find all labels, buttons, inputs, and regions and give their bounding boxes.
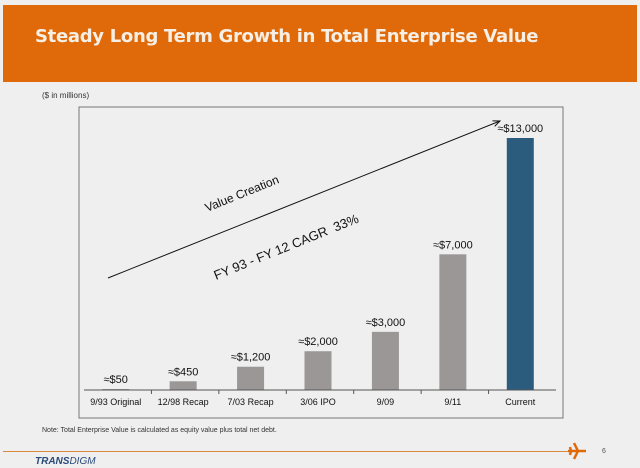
footnote: Note: Total Enterprise Value is calculat… xyxy=(42,427,277,434)
bar-9-09 xyxy=(371,331,399,390)
bar-12-98-recap xyxy=(169,381,197,390)
slide-title: Steady Long Term Growth in Total Enterpr… xyxy=(35,26,539,47)
page-number: 6 xyxy=(602,448,606,455)
x-tick-label: Current xyxy=(505,397,536,407)
x-tick-label: 7/03 Recap xyxy=(228,397,274,407)
bar-9-11 xyxy=(439,254,467,390)
value-creation-arrow xyxy=(107,121,500,279)
x-tick-label: 3/06 IPO xyxy=(300,397,336,407)
airplane-icon xyxy=(568,442,586,460)
units-note: ($ in millions) xyxy=(42,91,90,100)
data-label: ≈$7,000 xyxy=(433,239,473,251)
x-tick-label: 9/93 Original xyxy=(90,397,141,407)
data-label: ≈$50 xyxy=(104,374,128,386)
x-tick-label: 12/98 Recap xyxy=(158,397,209,407)
data-label: ≈$450 xyxy=(168,366,199,378)
bar-7-03-recap xyxy=(237,366,265,390)
bar-current xyxy=(506,138,534,390)
x-tick-label: 9/11 xyxy=(444,397,461,407)
footer-rule xyxy=(3,451,573,452)
transdigm-logo: TRANSDIGM xyxy=(35,456,96,467)
data-label: ≈$13,000 xyxy=(497,123,543,135)
data-label: ≈$1,200 xyxy=(231,352,271,364)
bar-3-06-ipo xyxy=(304,351,332,390)
data-label: ≈$2,000 xyxy=(298,336,338,348)
title-banner: Steady Long Term Growth in Total Enterpr… xyxy=(3,5,637,82)
data-label: ≈$3,000 xyxy=(366,317,406,329)
x-tick-label: 9/09 xyxy=(377,397,395,407)
